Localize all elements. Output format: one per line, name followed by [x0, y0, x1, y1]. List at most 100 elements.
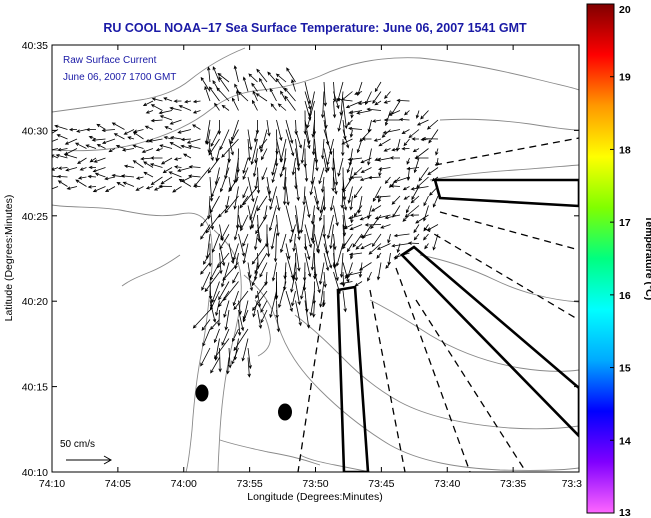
current-vector — [242, 76, 249, 92]
current-vector — [408, 129, 420, 139]
current-vector — [256, 68, 268, 83]
current-vector — [409, 213, 420, 217]
current-vector — [116, 182, 125, 187]
current-vector — [211, 233, 220, 254]
current-vector — [101, 128, 116, 133]
current-vector — [180, 137, 192, 142]
current-vector — [200, 76, 211, 92]
current-vector — [285, 186, 290, 206]
current-vector — [304, 300, 311, 329]
current-vector — [247, 357, 251, 378]
x-tick-label: 73:3 — [562, 478, 583, 490]
current-vector — [132, 160, 144, 168]
current-vector — [332, 100, 337, 119]
current-vector — [412, 148, 420, 153]
current-vector — [178, 178, 192, 187]
current-vector — [323, 243, 333, 269]
current-vector — [204, 271, 220, 293]
current-vector — [233, 186, 239, 210]
current-vector — [254, 252, 268, 274]
surface-current-vectors — [52, 65, 440, 378]
current-vector — [205, 214, 220, 234]
current-vector — [359, 233, 372, 239]
current-vector — [180, 144, 192, 149]
current-vector — [211, 281, 220, 304]
current-vector — [251, 271, 258, 287]
x-tick-label: 73:55 — [236, 478, 262, 490]
annotation-line-2: June 06, 2007 1700 GMT — [63, 72, 176, 83]
colorbar-label: Temperature (°C) — [643, 216, 651, 301]
current-vector — [111, 173, 125, 178]
x-tick-label: 74:10 — [39, 478, 65, 490]
current-vector — [132, 144, 144, 149]
current-vector — [426, 119, 439, 130]
current-vector — [200, 347, 211, 367]
current-vector — [170, 136, 182, 140]
current-vector — [219, 167, 230, 193]
current-vector — [411, 186, 420, 201]
current-vector — [374, 100, 382, 106]
current-vector — [352, 233, 363, 248]
current-vector — [304, 243, 311, 261]
current-vector — [413, 224, 420, 234]
current-vector — [339, 252, 344, 279]
current-vector — [92, 186, 106, 193]
x-tick-label: 73:40 — [434, 478, 460, 490]
current-vector — [101, 138, 116, 144]
current-vector — [182, 153, 192, 159]
current-vector — [233, 290, 249, 311]
current-vector — [247, 271, 254, 292]
current-vector — [271, 157, 277, 176]
colorbar-tick-label: 15 — [619, 363, 631, 375]
dump-site-marker — [195, 384, 209, 402]
current-vector — [186, 138, 201, 144]
current-vector — [120, 174, 135, 178]
current-vector — [169, 106, 182, 111]
current-vector — [391, 147, 401, 152]
current-vector — [268, 205, 277, 232]
current-vector — [311, 129, 316, 156]
current-vector — [318, 205, 325, 222]
shipping-lane-southeast — [399, 245, 579, 438]
current-vector — [145, 186, 154, 190]
current-vector — [159, 115, 173, 121]
current-vector — [233, 328, 249, 352]
current-vector — [309, 290, 315, 317]
current-vector — [208, 86, 220, 102]
current-vector — [187, 144, 201, 149]
current-vector — [145, 110, 154, 114]
current-vector — [342, 195, 348, 211]
current-vector — [87, 174, 97, 179]
current-vector — [364, 223, 382, 227]
current-vector — [331, 148, 335, 172]
current-vector — [295, 214, 301, 241]
current-vector — [212, 66, 220, 83]
current-vector — [223, 300, 230, 318]
current-vector — [63, 153, 78, 159]
current-vector — [135, 176, 144, 180]
current-vector — [318, 167, 325, 185]
current-vector — [312, 300, 316, 318]
current-vector — [402, 186, 410, 191]
x-tick-label: 74:00 — [171, 478, 197, 490]
current-vector — [200, 262, 211, 275]
current-vector — [201, 271, 211, 291]
current-vector — [383, 100, 391, 104]
colorbar-tick-label: 13 — [619, 507, 631, 518]
current-vector — [331, 167, 335, 192]
current-vector — [401, 129, 410, 134]
current-vector — [252, 157, 258, 178]
current-vector — [66, 186, 78, 190]
current-vector — [209, 148, 214, 162]
current-vector — [342, 100, 348, 130]
current-vector — [260, 129, 268, 153]
current-vector — [346, 243, 353, 253]
current-vector — [219, 243, 226, 267]
colorbar-tick-label: 16 — [619, 290, 631, 302]
current-vector — [224, 309, 230, 331]
current-vector — [232, 97, 239, 111]
current-vector — [68, 127, 78, 132]
current-vector — [255, 93, 268, 102]
current-vector — [74, 142, 87, 149]
current-vector — [410, 195, 420, 204]
